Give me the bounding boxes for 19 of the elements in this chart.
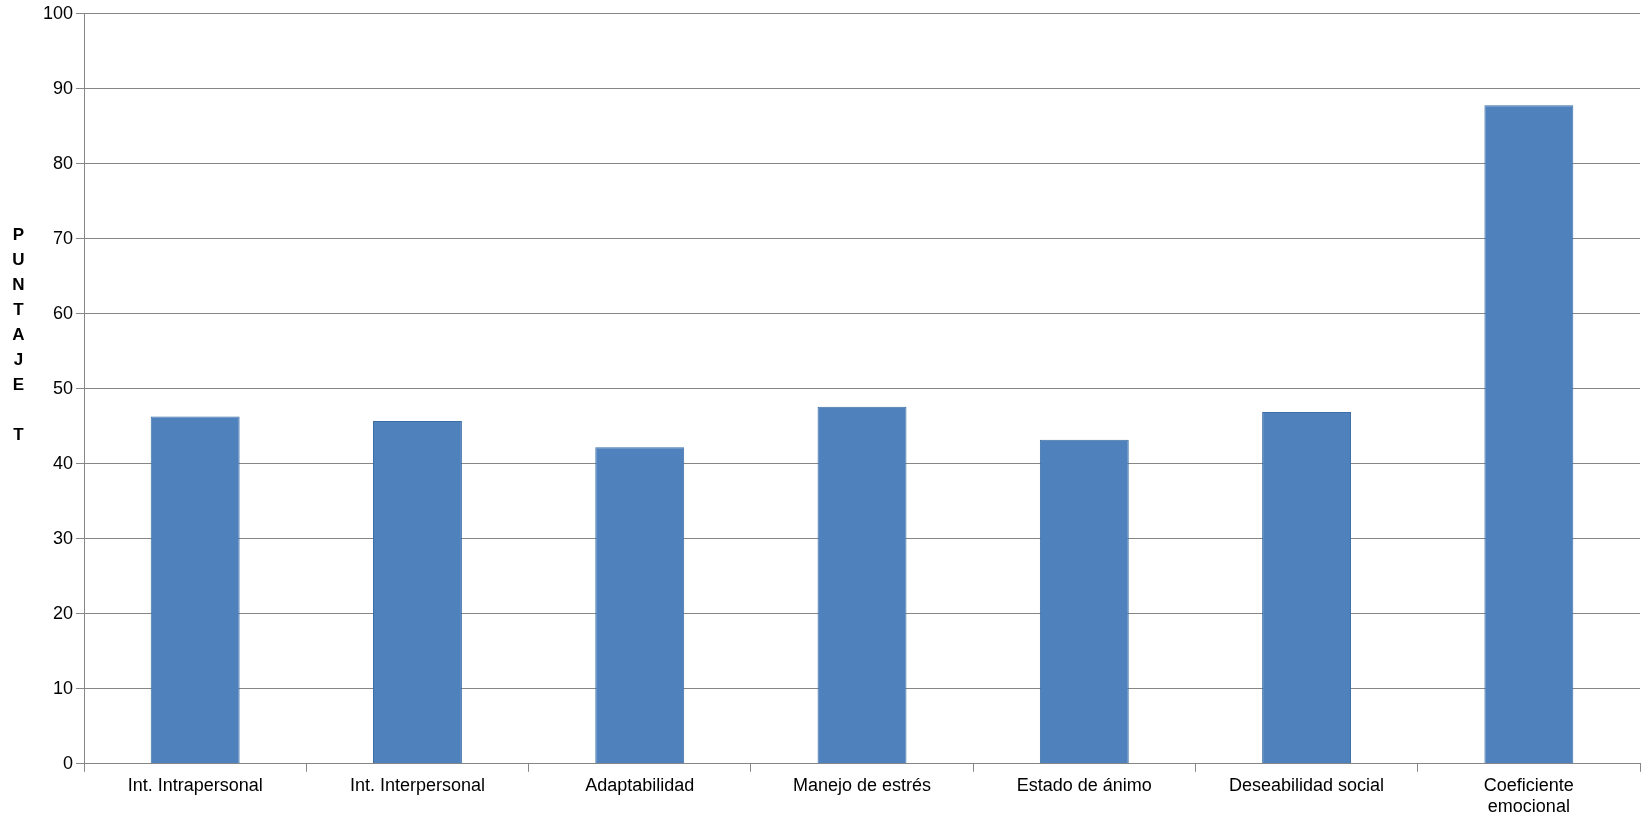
x-tick-label: Manejo de estrés [792, 774, 932, 795]
y-tick-label: 0 [63, 752, 74, 773]
x-tick-label: Estado de ánimo [1016, 774, 1152, 795]
x-tick-label: Coeficiente emocional [1483, 774, 1574, 817]
y-tick-label: 90 [53, 77, 74, 98]
x-tick-label: Deseabilidad social [1229, 774, 1385, 795]
y-tick-label: 80 [53, 152, 74, 173]
y-tick-label: 60 [53, 302, 74, 323]
y-tick-label: 20 [53, 602, 74, 623]
x-tick-label: Int. Interpersonal [349, 774, 485, 795]
y-tick-label: 40 [53, 452, 74, 473]
y-tick-label: 50 [53, 377, 74, 398]
y-tick-label: 30 [53, 527, 74, 548]
y-tick-label: 100 [42, 2, 74, 23]
y-tick-label: 10 [53, 677, 74, 698]
x-tick-label: Int. Intrapersonal [127, 774, 263, 795]
y-axis-title: PUNTAJE T [8, 225, 28, 450]
y-tick-label: 70 [53, 227, 74, 248]
x-tick-label: Adaptabilidad [585, 774, 695, 795]
